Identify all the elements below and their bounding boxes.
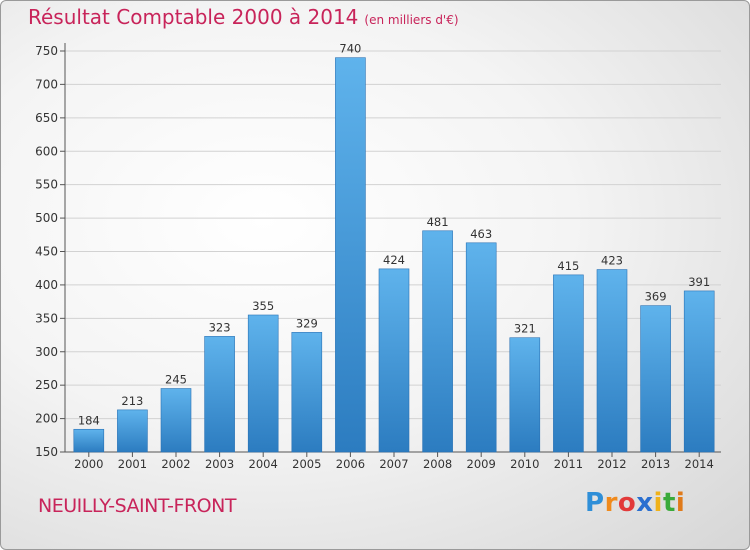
value-label-2007: 424 [383, 253, 405, 267]
value-label-2003: 323 [209, 320, 231, 334]
y-tick-label-150: 150 [35, 445, 58, 459]
value-label-2005: 329 [296, 316, 318, 330]
x-tick-label-2011: 2011 [554, 457, 583, 471]
value-label-2004: 355 [252, 299, 274, 313]
bar-layer: 184 213 245 323 355 329 740 424 481 463 321 415 423 3… [73, 42, 715, 453]
bar-2009 [465, 242, 497, 453]
y-tick-label-200: 200 [35, 412, 58, 426]
x-tick-label-2008: 2008 [423, 457, 452, 471]
x-tick-label-2003: 2003 [205, 457, 234, 471]
bar-2011 [553, 274, 584, 453]
value-label-2000: 184 [78, 413, 100, 427]
logo-letter: r [604, 488, 618, 518]
value-label-2008: 481 [427, 215, 449, 229]
y-tick-label-750: 750 [35, 44, 58, 58]
x-tick-label-2012: 2012 [597, 457, 626, 471]
y-tick-label-400: 400 [35, 278, 58, 292]
x-tick-label-2001: 2001 [118, 457, 147, 471]
chart-title: Résultat Comptable 2000 à 2014 (en millie… [28, 5, 459, 29]
y-tick-label-300: 300 [35, 345, 58, 359]
proxiti-logo: Proxiti [585, 488, 685, 518]
logo-letter: i [675, 488, 686, 518]
chart-subtitle: (en milliers d'€) [364, 13, 459, 27]
bar-2003 [204, 336, 235, 453]
y-tick-label-500: 500 [35, 211, 58, 225]
value-label-2009: 463 [470, 227, 492, 241]
y-tick-label-350: 350 [35, 311, 58, 325]
value-label-2013: 369 [645, 290, 667, 304]
value-label-2012: 423 [601, 254, 623, 268]
bar-2014 [683, 290, 715, 453]
value-label-2011: 415 [557, 259, 579, 273]
y-tick-label-550: 550 [35, 178, 58, 192]
value-label-2001: 213 [121, 394, 143, 408]
bar-2012 [596, 269, 628, 453]
axis-layer: 150 200 250 300 350 400 450 500 550 600 650 700 750 2… [35, 43, 721, 471]
value-label-2010: 321 [514, 322, 536, 336]
logo-letter: P [585, 488, 605, 518]
x-tick-label-2002: 2002 [161, 457, 190, 471]
bar-2007 [378, 268, 410, 453]
logo-letter: o [617, 488, 637, 518]
x-tick-label-2013: 2013 [641, 457, 670, 471]
bar-2010 [509, 337, 541, 453]
bar-2006 [335, 57, 366, 453]
logo-letter: i [653, 488, 663, 518]
value-label-2006: 740 [339, 42, 361, 56]
logo-letter: x [636, 488, 654, 518]
bar-2002 [160, 388, 192, 453]
x-tick-label-2004: 2004 [249, 457, 278, 471]
x-tick-label-2006: 2006 [336, 457, 365, 471]
y-tick-label-700: 700 [35, 77, 58, 91]
logo-letter: t [662, 488, 676, 518]
x-tick-label-2005: 2005 [292, 457, 321, 471]
chart-title-text: Résultat Comptable 2000 à 2014 [28, 5, 359, 29]
x-tick-label-2000: 2000 [74, 457, 103, 471]
x-tick-label-2009: 2009 [467, 457, 496, 471]
value-label-2014: 391 [688, 275, 710, 289]
y-tick-label-600: 600 [35, 144, 58, 158]
x-tick-label-2014: 2014 [685, 457, 714, 471]
commune-name: NEUILLY-SAINT-FRONT [38, 495, 236, 517]
bar-2008 [422, 230, 453, 453]
x-tick-label-2007: 2007 [379, 457, 408, 471]
bar-2001 [117, 409, 148, 453]
bar-2004 [247, 314, 279, 453]
y-tick-label-650: 650 [35, 111, 58, 125]
y-tick-label-250: 250 [35, 378, 58, 392]
y-tick-label-450: 450 [35, 245, 58, 259]
bar-2013 [640, 305, 671, 453]
bar-2005 [291, 332, 323, 453]
value-label-2002: 245 [165, 373, 187, 387]
x-tick-label-2010: 2010 [510, 457, 539, 471]
bar-2000 [73, 428, 105, 453]
